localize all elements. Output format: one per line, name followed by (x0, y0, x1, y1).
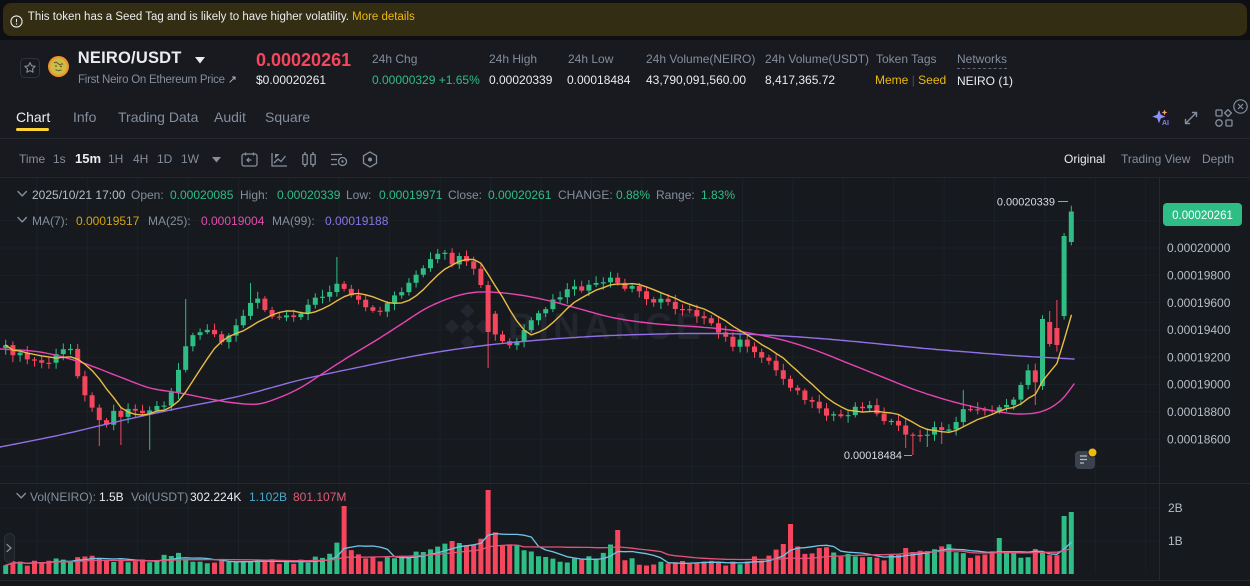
svg-text:0.00019400: 0.00019400 (1167, 323, 1231, 337)
svg-text:Range:: Range: (656, 188, 695, 202)
svg-text:MA(25):: MA(25): (148, 214, 191, 228)
svg-text:801.107M: 801.107M (293, 490, 346, 504)
svg-text:0.00019004: 0.00019004 (201, 214, 265, 228)
svg-text:MA(99):: MA(99): (272, 214, 315, 228)
svg-text:0.00019188: 0.00019188 (325, 214, 389, 228)
svg-text:0.00019800: 0.00019800 (1167, 269, 1231, 283)
svg-text:High:: High: (240, 188, 268, 202)
svg-text:1.102B: 1.102B (249, 490, 287, 504)
svg-text:1.5B: 1.5B (99, 490, 124, 504)
svg-text:0.00019200: 0.00019200 (1167, 350, 1231, 364)
svg-text:302.224K: 302.224K (190, 490, 241, 504)
svg-text:Close:: Close: (448, 188, 482, 202)
svg-text:MA(7):: MA(7): (32, 214, 68, 228)
svg-text:0.00018600: 0.00018600 (1167, 432, 1231, 446)
svg-text:0.00019600: 0.00019600 (1167, 296, 1231, 310)
svg-text:0.00018484: 0.00018484 (844, 450, 902, 462)
svg-text:0.00019517: 0.00019517 (76, 214, 140, 228)
svg-text:Vol(USDT): Vol(USDT) (131, 490, 188, 504)
svg-text:0.00020339: 0.00020339 (277, 188, 341, 202)
svg-text:Low:: Low: (346, 188, 371, 202)
svg-text:0.00020261: 0.00020261 (1172, 210, 1233, 222)
svg-text:0.00020085: 0.00020085 (170, 188, 234, 202)
svg-text:0.00019971: 0.00019971 (379, 188, 443, 202)
svg-text:0.00020000: 0.00020000 (1167, 241, 1231, 255)
svg-text:2B: 2B (1168, 501, 1183, 515)
svg-text:CHANGE:: CHANGE: (558, 188, 613, 202)
svg-text:2025/10/21 17:00: 2025/10/21 17:00 (32, 188, 126, 202)
svg-text:Open:: Open: (131, 188, 164, 202)
svg-text:Vol(NEIRO):: Vol(NEIRO): (30, 490, 96, 504)
svg-text:1.83%: 1.83% (701, 188, 735, 202)
svg-text:0.00018800: 0.00018800 (1167, 405, 1231, 419)
svg-text:1B: 1B (1168, 534, 1183, 548)
svg-text:AI: AI (1162, 120, 1169, 126)
svg-text:0.00020261: 0.00020261 (488, 188, 552, 202)
svg-text:0.00019000: 0.00019000 (1167, 378, 1231, 392)
svg-text:0.00020339: 0.00020339 (997, 197, 1055, 209)
svg-text:0.88%: 0.88% (616, 188, 650, 202)
